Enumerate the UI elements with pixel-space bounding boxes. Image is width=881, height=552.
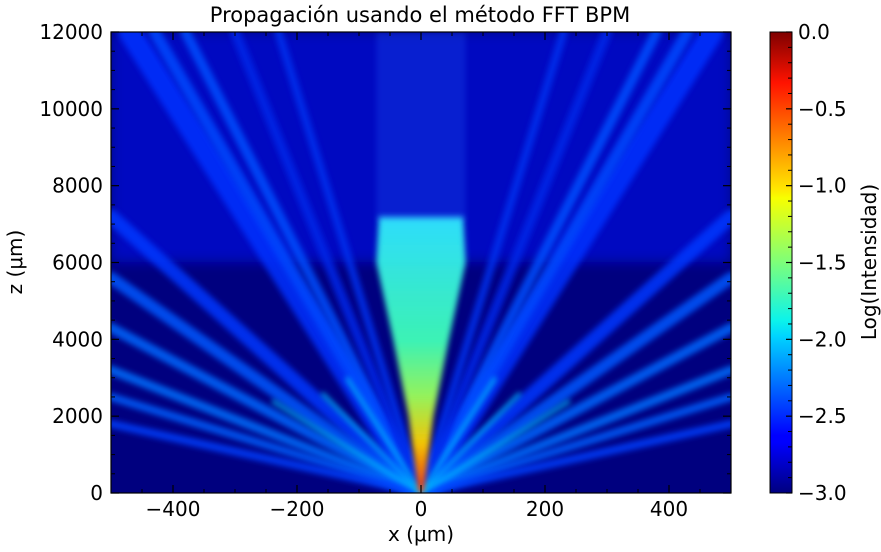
y-tick-label: 4000 (52, 327, 103, 351)
diffraction-ray (111, 392, 425, 493)
diffraction-ray (417, 32, 568, 493)
y-axis-label: z (μm) (3, 230, 27, 295)
central-beam (374, 32, 468, 493)
y-tick-label: 0 (90, 481, 103, 505)
y-tick-label: 12000 (39, 20, 103, 44)
bright-ray (271, 399, 423, 493)
x-tick-label: −200 (270, 497, 325, 521)
x-tick-label: 0 (415, 497, 428, 521)
beam-funnel (376, 216, 466, 493)
colorbar-tick-label: −3.0 (798, 481, 847, 505)
diffraction-ray (414, 209, 731, 493)
diffraction-ray (111, 322, 426, 493)
colorbar-tick-label: −1.0 (798, 174, 847, 198)
colorbar-ticks: 0.0 −0.5 −1.0 −1.5 −2.0 −2.5 −3.0 (786, 20, 847, 505)
y-tick-label: 10000 (39, 97, 103, 121)
colorbar-tick-label: −2.5 (798, 404, 847, 428)
colorbar-tick-label: −2.0 (798, 327, 847, 351)
diffraction-ray (417, 392, 731, 493)
y-tick-label: 6000 (52, 251, 103, 275)
diffraction-ray (415, 271, 731, 493)
x-axis-label: x (μm) (388, 522, 454, 546)
y-axis-ticks: 0 2000 4000 6000 8000 10000 12000 (39, 20, 731, 505)
colorbar-label: Log(Intensidad) (857, 184, 881, 340)
diffraction-ray (417, 419, 731, 493)
y-tick-label: 8000 (52, 174, 103, 198)
diffraction-ray (180, 32, 426, 493)
diffraction-ray (416, 322, 731, 493)
diffraction-ray (274, 32, 425, 493)
diffraction-ray (230, 32, 426, 493)
diffraction-ray (111, 271, 427, 493)
filament-region (376, 32, 466, 221)
x-tick-label: 400 (650, 497, 688, 521)
chart-title: Propagación usando el método FFT BPM (210, 3, 630, 27)
colorbar-tick-label: 0.0 (798, 20, 830, 44)
bright-ray (419, 399, 571, 493)
bright-ray (344, 376, 423, 493)
diffraction-ray (111, 419, 425, 493)
bright-ray (419, 391, 522, 493)
diffraction-ray (416, 32, 662, 493)
diffraction-ray (416, 365, 731, 493)
diffraction-ray (111, 365, 426, 493)
colorbar-tick-label: −0.5 (798, 97, 847, 121)
x-tick-label: −400 (146, 497, 201, 521)
bright-ray (320, 391, 423, 493)
diffraction-rays (111, 32, 731, 493)
x-axis-ticks: −400 −200 0 200 400 (110, 32, 732, 521)
colorbar-tick-label: −1.5 (798, 251, 847, 275)
y-tick-label: 2000 (52, 404, 103, 428)
diffraction-ray (111, 209, 428, 493)
diffraction-ray (416, 32, 612, 493)
bright-ray (419, 376, 498, 493)
heatmap-area (111, 32, 731, 493)
x-tick-label: 200 (526, 497, 564, 521)
